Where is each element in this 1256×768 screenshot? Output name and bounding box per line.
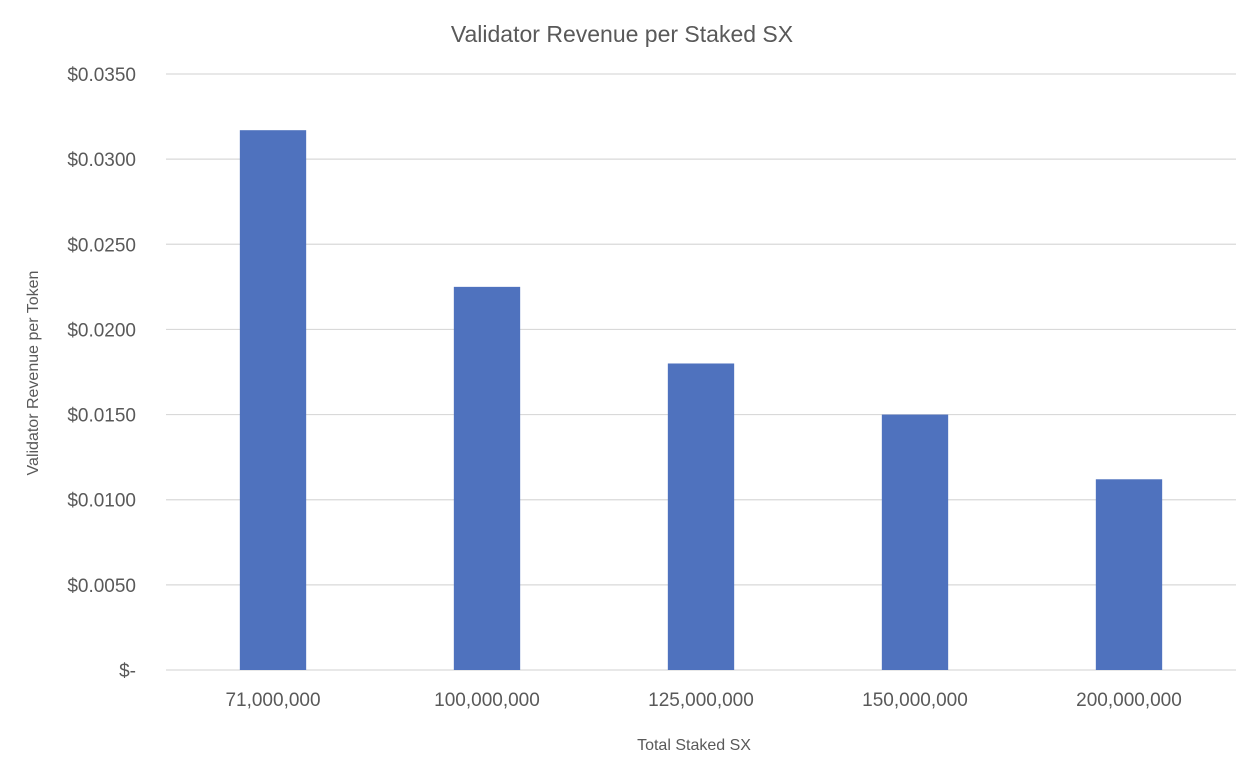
y-tick-label: $0.0300 [67, 150, 136, 171]
x-tick-label: 150,000,000 [862, 690, 968, 711]
bars [239, 130, 1163, 671]
y-tick-label: $0.0200 [67, 320, 136, 341]
x-tick-label: 200,000,000 [1076, 690, 1182, 711]
y-axis-label: Validator Revenue per Token [25, 271, 42, 476]
chart-title: Validator Revenue per Staked SX [451, 21, 793, 47]
y-tick-label: $0.0350 [67, 65, 136, 86]
y-tick-label: $0.0150 [67, 406, 136, 427]
bar [1095, 479, 1163, 670]
bar [881, 414, 949, 670]
y-axis-ticks: $- $0.0050 $0.0100 $0.0150 $0.0200 $0.0250 $0.… [67, 65, 136, 682]
x-axis-label: Total Staked SX [637, 737, 751, 754]
x-tick-label: 100,000,000 [434, 690, 540, 711]
bar [453, 286, 521, 670]
bar [667, 363, 735, 670]
y-tick-label: $- [119, 661, 136, 682]
y-tick-label: $0.0100 [67, 491, 136, 512]
y-tick-label: $0.0250 [67, 235, 136, 256]
bar [239, 130, 307, 671]
x-tick-label: 71,000,000 [225, 690, 320, 711]
x-tick-label: 125,000,000 [648, 690, 754, 711]
x-axis-ticks: 71,000,000 100,000,000 125,000,000 150,000,… [225, 690, 1181, 711]
y-tick-label: $0.0050 [67, 576, 136, 597]
